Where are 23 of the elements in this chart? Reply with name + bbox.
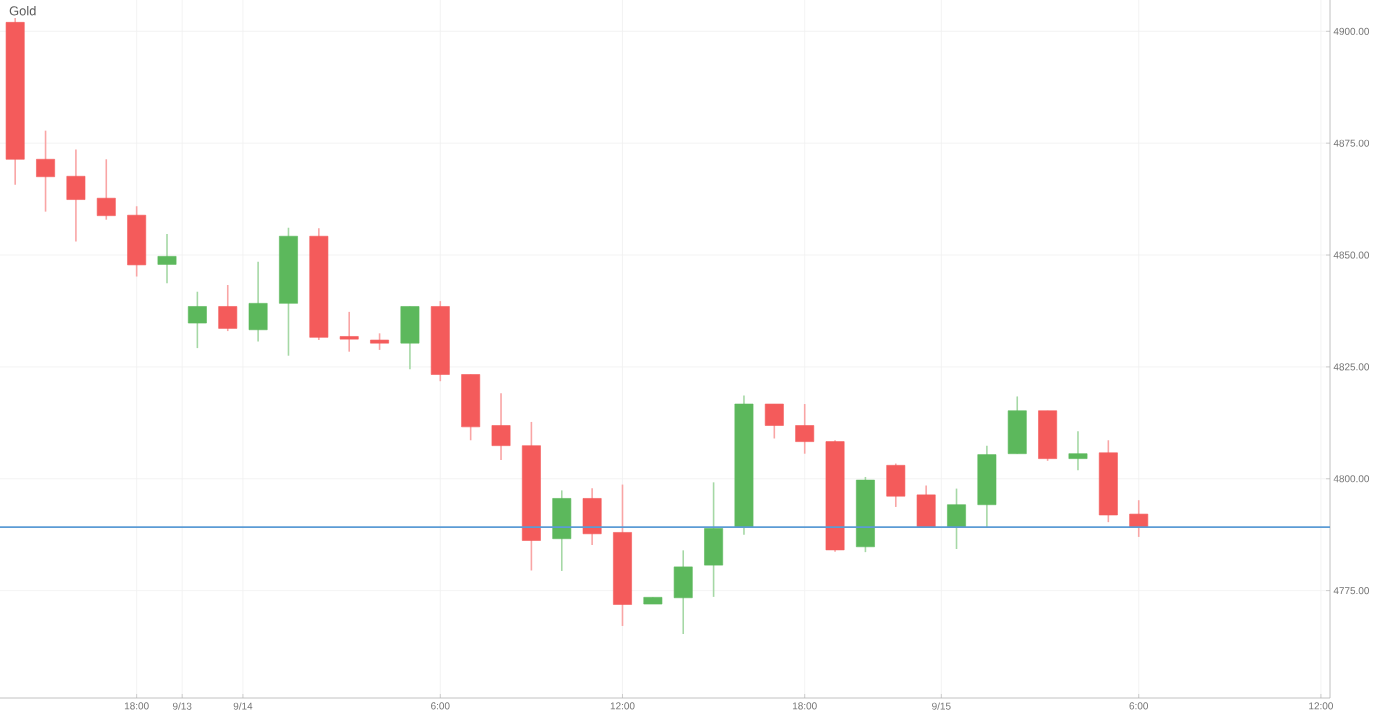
candlestick xyxy=(491,392,511,461)
candlestick xyxy=(400,305,420,370)
candlestick xyxy=(1038,409,1058,462)
candlestick xyxy=(1068,430,1088,472)
candlestick xyxy=(552,489,572,572)
candlestick xyxy=(582,487,602,546)
candlestick xyxy=(1007,395,1027,455)
candlestick xyxy=(157,233,177,285)
candlestick xyxy=(187,290,207,349)
candlestick xyxy=(886,462,906,508)
candlestick xyxy=(673,549,693,635)
candlestick xyxy=(66,148,86,243)
candlestick xyxy=(795,403,815,455)
candlestick xyxy=(704,481,723,598)
candlestick xyxy=(36,129,55,213)
candlestick xyxy=(1129,499,1149,538)
candlestick xyxy=(764,403,784,440)
candlestick xyxy=(96,158,116,221)
candlestick xyxy=(248,260,268,343)
candlestick xyxy=(947,487,966,550)
candlestick xyxy=(218,284,238,332)
candlestick xyxy=(916,484,936,528)
candlestick xyxy=(339,311,359,353)
